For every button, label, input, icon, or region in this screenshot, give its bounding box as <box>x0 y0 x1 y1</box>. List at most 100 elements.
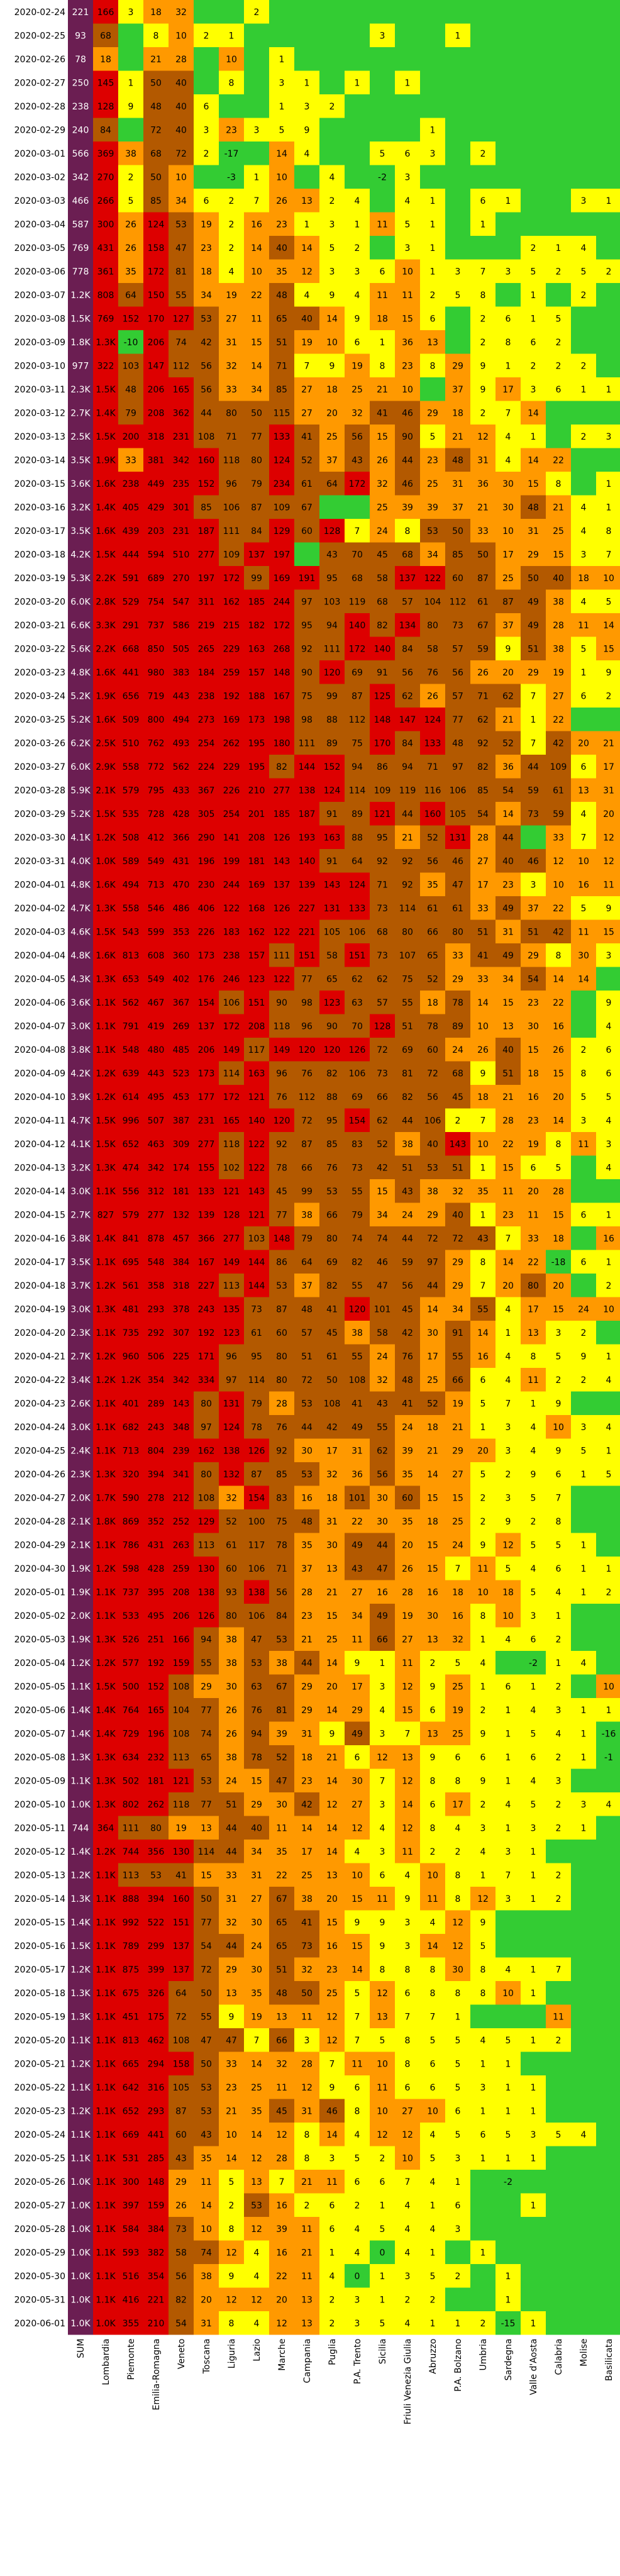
row-label: 2020-05-05 <box>14 1682 65 1692</box>
cell-value-label: 1 <box>606 502 612 513</box>
cell-value-label: 50 <box>150 78 162 88</box>
cell-value-label: 15 <box>402 314 413 324</box>
cell-value-label: 14 <box>528 408 539 418</box>
cell-value-label: 30 <box>326 1540 338 1550</box>
heatmap-cell <box>546 306 571 330</box>
cell-value-label: 307 <box>173 1328 190 1338</box>
cell-value-label: 16 <box>603 1234 614 1244</box>
cell-value-label: 80 <box>326 1234 338 1244</box>
cell-value-label: 485 <box>173 1045 190 1055</box>
heatmap-cell <box>596 1651 620 1675</box>
cell-value-label: 82 <box>276 762 287 772</box>
cell-value-label: 181 <box>148 1776 165 1786</box>
cell-value-label: 2.1K <box>96 786 116 796</box>
cell-value-label: 4 <box>606 1375 612 1385</box>
cell-value-label: 2 <box>128 172 134 182</box>
cell-value-label: 4 <box>405 2319 411 2329</box>
cell-value-label: 87 <box>352 691 363 701</box>
cell-value-label: 8 <box>430 1776 436 1786</box>
cell-value-label: 6 <box>204 196 209 206</box>
cell-value-label: 3 <box>355 2295 360 2305</box>
cell-value-label: 3 <box>405 1918 411 1928</box>
cell-value-label: 1 <box>531 2201 536 2211</box>
cell-value-label: 1 <box>506 2272 511 2282</box>
cell-value-label: 52 <box>226 1517 237 1527</box>
cell-value-label: 44 <box>528 762 539 772</box>
cell-value-label: 148 <box>374 715 391 725</box>
row-label: 2020-03-22 <box>14 644 65 654</box>
heatmap-cell <box>169 401 194 425</box>
heatmap-cell <box>596 1910 620 1934</box>
cell-value-label: 38 <box>226 1658 237 1668</box>
cell-value-label: 9 <box>229 2272 235 2282</box>
cell-value-label: 163 <box>248 644 265 654</box>
heatmap-cell <box>395 259 420 283</box>
cell-value-label: -16 <box>602 1729 616 1739</box>
heatmap-cell <box>345 47 370 71</box>
cell-value-label: 20 <box>326 408 338 418</box>
heatmap-cell <box>571 259 596 283</box>
cell-value-label: 668 <box>123 644 140 654</box>
cell-value-label: 14 <box>251 243 262 253</box>
cell-value-label: 30 <box>528 1021 539 1031</box>
heatmap-cell <box>571 142 596 165</box>
cell-value-label: 3 <box>506 1847 511 1857</box>
cell-value-label: 1 <box>405 78 411 88</box>
cell-value-label: 124 <box>349 880 366 890</box>
cell-value-label: 500 <box>123 1682 140 1692</box>
cell-value-label: 43 <box>477 1234 489 1244</box>
cell-value-label: 167 <box>274 691 291 701</box>
heatmap-cell <box>118 142 143 165</box>
cell-value-label: 26 <box>125 219 136 230</box>
heatmap-cell <box>420 236 445 260</box>
cell-value-label: 480 <box>148 1045 165 1055</box>
cell-value-label: 53 <box>201 314 212 324</box>
cell-value-label: 2.0K <box>70 1493 91 1503</box>
cell-value-label: 292 <box>148 1328 165 1338</box>
cell-value-label: 84 <box>402 644 413 654</box>
heatmap-cell <box>521 70 546 94</box>
cell-value-label: 439 <box>123 526 140 536</box>
cell-value-label: 137 <box>173 1941 190 1951</box>
row-label: 2020-05-24 <box>14 2130 65 2140</box>
cell-value-label: 14 <box>553 1116 564 1126</box>
cell-value-label: 32 <box>352 408 363 418</box>
heatmap-cell <box>345 401 370 425</box>
cell-value-label: 8 <box>229 2224 235 2235</box>
cell-value-label: 112 <box>299 1092 316 1102</box>
cell-value-label: 14 <box>477 998 489 1008</box>
row-label: 2020-05-31 <box>14 2295 65 2305</box>
column-label: Marche <box>277 2339 287 2371</box>
heatmap-cell <box>219 377 244 401</box>
cell-value-label: 10 <box>352 1870 363 1880</box>
heatmap-cell <box>546 47 571 71</box>
cell-value-label: 10 <box>402 385 413 395</box>
cell-value-label: 2 <box>329 102 335 112</box>
cell-value-label: 43 <box>352 1564 363 1574</box>
cell-value-label: 44 <box>377 1540 388 1550</box>
cell-value-label: 262 <box>148 1800 165 1810</box>
heatmap-cell <box>370 259 395 283</box>
cell-value-label: 206 <box>148 385 165 395</box>
row-label: 2020-05-09 <box>14 1776 65 1786</box>
cell-value-label: 67 <box>301 502 313 513</box>
heatmap-cell <box>169 189 194 213</box>
cell-value-label: 1.1K <box>96 1446 116 1456</box>
cell-value-label: 23 <box>201 243 212 253</box>
cell-value-label: 54 <box>528 974 539 984</box>
cell-value-label: 1.5K <box>96 1140 116 1150</box>
heatmap-cell <box>294 306 319 330</box>
cell-value-label: 64 <box>352 857 363 867</box>
cell-value-label: 10 <box>477 1587 489 1597</box>
cell-value-label: 6 <box>581 1257 587 1267</box>
cell-value-label: 1 <box>506 2106 511 2116</box>
cell-value-label: 719 <box>148 691 165 701</box>
cell-value-label: 105 <box>450 809 467 819</box>
heatmap-cell <box>571 991 596 1014</box>
cell-value-label: 11 <box>352 2059 363 2069</box>
heatmap-cell <box>269 70 294 94</box>
cell-value-label: 137 <box>248 550 265 560</box>
heatmap-cell <box>395 118 420 142</box>
cell-value-label: 2 <box>606 691 612 701</box>
cell-value-label: 32 <box>226 1493 237 1503</box>
